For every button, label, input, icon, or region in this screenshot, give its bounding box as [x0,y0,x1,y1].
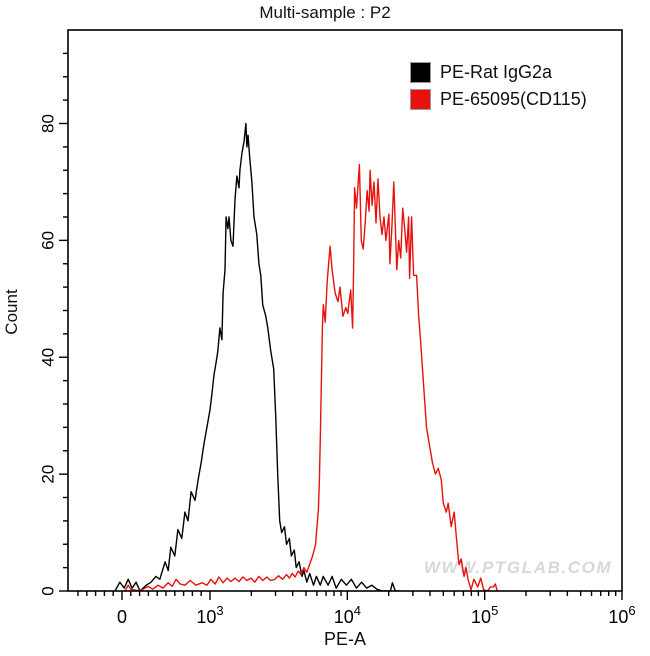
legend-label: PE-Rat IgG2a [440,62,553,82]
x-tick-label: 104 [334,603,361,627]
x-tick-label: 103 [196,603,223,627]
legend-label: PE-65095(CD115) [440,89,587,109]
y-tick-labels: 0 20 40 60 80 [39,114,58,596]
legend: PE-Rat IgG2a PE-65095(CD115) [410,61,587,110]
series-group [114,122,498,591]
y-tick-label: 0 [39,586,58,595]
y-axis-ticks [59,52,68,592]
y-tick-label: 20 [39,465,58,484]
watermark: WWW.PTGLAB.COM [424,558,613,577]
x-axis-ticks [77,591,623,600]
x-tick-label: 105 [471,603,498,627]
legend-item-cd115: PE-65095(CD115) [410,88,587,110]
series-pe-rat-igg2a [114,122,401,591]
y-axis-label: Count [2,289,21,335]
y-tick-label: 60 [39,231,58,250]
x-tick-label: 106 [608,603,635,627]
legend-item-igg2a: PE-Rat IgG2a [410,61,587,83]
x-tick-labels: 0 103 104 105 106 [117,603,636,627]
page-title: Multi-sample : P2 [259,3,391,22]
x-tick-label: 0 [117,607,127,627]
legend-swatch-black-icon [410,61,431,83]
y-tick-label: 40 [39,348,58,367]
y-tick-label: 80 [39,114,58,133]
x-axis-label: PE-A [323,629,366,649]
legend-swatch-red-icon [410,88,431,110]
series-pe-65095-cd115- [124,163,498,591]
